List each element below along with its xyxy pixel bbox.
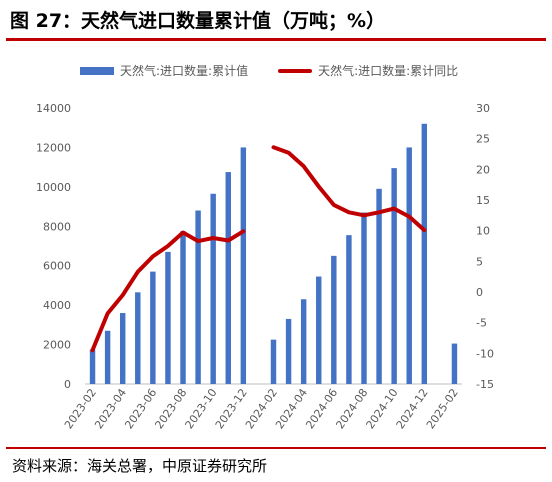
bar (225, 172, 231, 384)
bar (406, 147, 412, 384)
y-left-tick-label: 12000 (36, 141, 71, 154)
bar (376, 188, 382, 384)
bar (104, 330, 111, 384)
y-right-tick-label: 0 (476, 286, 483, 299)
y-right-tick-label: 15 (476, 194, 490, 207)
bar (300, 299, 307, 384)
y-left-tick-label: 8000 (43, 220, 71, 233)
legend-label-bar: 天然气:进口数量:累计值 (120, 64, 249, 78)
y-right-tick-label: 20 (476, 163, 490, 176)
yoy-line (90, 229, 246, 353)
legend-label-line: 天然气:进口数量:累计同比 (318, 64, 459, 78)
bar (240, 147, 247, 384)
legend-swatch-bar (80, 66, 114, 75)
y-left-tick-label: 0 (64, 378, 71, 391)
legend-swatch-line (278, 68, 313, 73)
bar (210, 193, 216, 384)
bar (135, 292, 141, 384)
legend-item-bar: 天然气:进口数量:累计值 (80, 62, 248, 79)
bar (89, 349, 96, 384)
source-note: 资料来源：海关总署，中原证券研究所 (12, 457, 268, 475)
bar (361, 212, 367, 384)
bar (451, 343, 458, 384)
y-left-tick-label: 14000 (36, 102, 71, 115)
y-right-tick-label: 25 (476, 133, 490, 146)
bar (119, 313, 126, 384)
page-title: 图 27：天然气进口数量累计值（万吨；%） (10, 10, 386, 32)
legend-item-line: 天然气:进口数量:累计同比 (278, 62, 458, 79)
bar (391, 168, 397, 384)
y-right-tick-label: -15 (476, 378, 494, 391)
title-divider (6, 38, 546, 41)
footer-divider (6, 447, 546, 449)
bar (270, 339, 277, 384)
bar (195, 210, 201, 384)
bar (285, 318, 292, 384)
bar (180, 231, 186, 384)
bar (165, 251, 171, 384)
y-right-tick-label: -5 (476, 317, 487, 330)
y-left-tick-label: 6000 (43, 260, 71, 273)
bar (316, 276, 322, 384)
bar (331, 255, 337, 384)
chart-legend: 天然气:进口数量:累计值 天然气:进口数量:累计同比 (80, 62, 488, 79)
y-right-tick-label: 30 (476, 102, 490, 115)
yoy-line (271, 145, 427, 233)
y-left-tick-label: 10000 (36, 181, 71, 194)
bar (346, 235, 352, 384)
chart-plot: 0 2000 4000 6000 8000 10000 12000 14000 -15 -10 -5… (36, 102, 494, 431)
y-right-tick-label: 10 (476, 225, 490, 238)
bar (421, 123, 428, 385)
y-left-tick-label: 2000 (43, 339, 71, 352)
y-right-tick-label: 5 (476, 255, 483, 268)
y-left-tick-label: 4000 (43, 299, 71, 312)
bar (150, 271, 156, 384)
y-right-tick-label: -10 (476, 347, 494, 360)
